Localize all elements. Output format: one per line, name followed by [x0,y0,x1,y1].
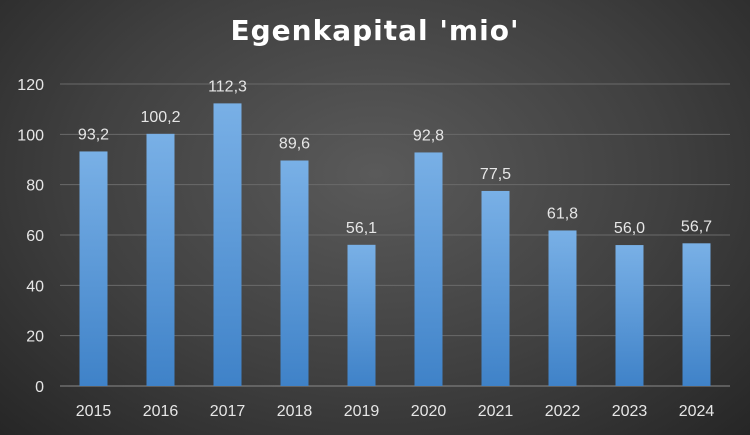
axes: 0 20 40 60 80 100 120 2015 2016 2017 2018 2019 2020 2… [17,77,714,420]
data-label-2024: 56,7 [681,218,712,235]
data-label-2019: 56,1 [346,220,377,237]
y-tick-label: 100 [17,127,44,144]
bar-2024 [682,243,711,386]
data-label-2016: 100,2 [140,109,180,126]
bar-2021 [481,190,510,386]
data-label-2023: 56,0 [614,220,645,237]
bar-2017 [213,103,242,387]
y-tick-label: 60 [26,228,44,245]
data-labels: 93,2 100,2 112,3 89,6 56,1 92,8 77,5 61,8 56,0 56… [78,78,712,237]
x-tick-label: 2019 [344,403,380,420]
bar-2023 [615,245,644,386]
x-tick-label: 2023 [612,403,648,420]
x-tick-label: 2020 [411,403,447,420]
x-tick-label: 2015 [76,403,112,420]
data-label-2021: 77,5 [480,166,511,183]
y-tick-label: 20 [26,329,44,346]
bar-2016 [146,133,175,386]
bar-2022 [548,230,577,386]
bar-2015 [79,151,108,386]
data-label-2018: 89,6 [279,136,310,153]
bars [79,103,711,387]
x-tick-label: 2017 [210,403,246,420]
bar-2018 [280,160,309,386]
data-label-2022: 61,8 [547,205,578,222]
bar-2019 [347,244,376,386]
bar-2020 [414,152,443,386]
data-label-2017: 112,3 [208,78,247,95]
y-tick-label: 0 [35,379,44,396]
chart-title: Egenkapital 'mio' [230,14,520,47]
x-tick-label: 2024 [679,403,715,420]
y-tick-label: 120 [17,77,44,94]
y-tick-label: 80 [26,178,44,195]
data-label-2015: 93,2 [78,126,109,143]
x-tick-label: 2016 [143,403,179,420]
x-tick-label: 2018 [277,403,313,420]
x-tick-label: 2022 [545,403,581,420]
y-tick-label: 40 [26,278,44,295]
x-tick-label: 2021 [478,403,514,420]
data-label-2020: 92,8 [413,127,444,144]
